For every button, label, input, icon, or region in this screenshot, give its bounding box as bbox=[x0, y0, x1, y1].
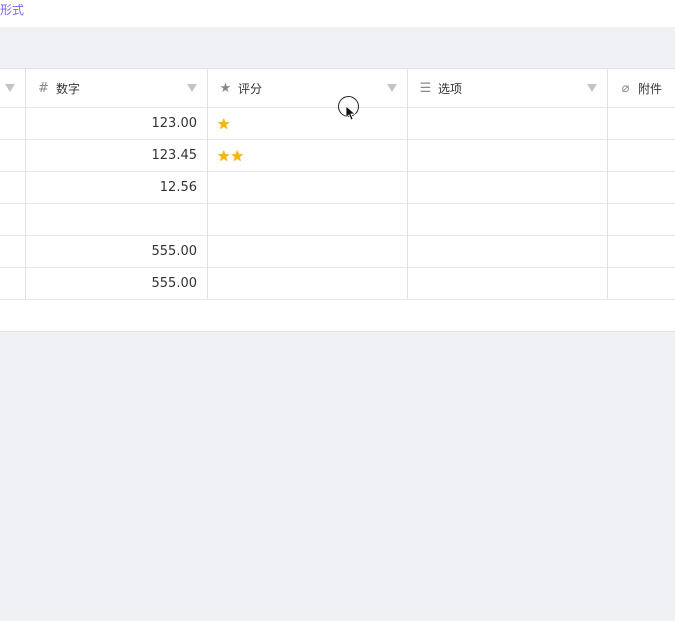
header-row: # 数字 ★ 评分 ☰ 选项 ⌀ 附件 bbox=[0, 69, 675, 108]
row-cell[interactable] bbox=[0, 204, 26, 235]
rating-cell[interactable] bbox=[208, 236, 408, 267]
row-cell[interactable] bbox=[0, 140, 26, 171]
options-cell[interactable] bbox=[408, 268, 608, 299]
column-header-rating[interactable]: ★ 评分 bbox=[208, 69, 408, 107]
dropdown-arrow-icon[interactable] bbox=[587, 84, 597, 92]
column-header-first[interactable] bbox=[0, 69, 26, 107]
column-header-number[interactable]: # 数字 bbox=[26, 69, 208, 107]
dropdown-arrow-icon[interactable] bbox=[187, 84, 197, 92]
rating-cell[interactable] bbox=[208, 172, 408, 203]
row-cell[interactable] bbox=[0, 236, 26, 267]
attachment-cell[interactable] bbox=[608, 108, 675, 139]
table-row: 555.00 bbox=[0, 268, 675, 300]
column-header-attachment[interactable]: ⌀ 附件 bbox=[608, 69, 675, 107]
row-cell[interactable] bbox=[0, 108, 26, 139]
options-cell[interactable] bbox=[408, 204, 608, 235]
rating-cell[interactable] bbox=[208, 204, 408, 235]
table-row: 123.00 ★ bbox=[0, 108, 675, 140]
rating-cell[interactable] bbox=[208, 268, 408, 299]
star-icon: ★ bbox=[219, 80, 232, 96]
attachment-cell[interactable] bbox=[608, 204, 675, 235]
number-cell[interactable]: 123.00 bbox=[26, 108, 208, 139]
options-cell[interactable] bbox=[408, 172, 608, 203]
number-cell[interactable]: 555.00 bbox=[26, 268, 208, 299]
paperclip-icon: ⌀ bbox=[621, 80, 630, 96]
attachment-cell[interactable] bbox=[608, 236, 675, 267]
view-format-link[interactable]: 形式 bbox=[0, 3, 25, 17]
list-options-icon: ☰ bbox=[419, 80, 432, 96]
dropdown-arrow-icon[interactable] bbox=[5, 84, 15, 92]
options-cell[interactable] bbox=[408, 108, 608, 139]
options-cell[interactable] bbox=[408, 140, 608, 171]
attachment-cell[interactable] bbox=[608, 172, 675, 203]
number-cell[interactable] bbox=[26, 204, 208, 235]
rating-cell[interactable]: ★ ★ bbox=[208, 140, 408, 171]
dropdown-arrow-icon[interactable] bbox=[387, 84, 397, 92]
options-cell[interactable] bbox=[408, 236, 608, 267]
row-cell[interactable] bbox=[0, 268, 26, 299]
table-row: 555.00 bbox=[0, 236, 675, 268]
hash-icon: # bbox=[38, 80, 49, 96]
attachment-cell[interactable] bbox=[608, 268, 675, 299]
table-row: 123.45 ★ ★ bbox=[0, 140, 675, 172]
table-row bbox=[0, 204, 675, 236]
attachment-cell[interactable] bbox=[608, 140, 675, 171]
rating-star-icon[interactable]: ★ bbox=[230, 146, 244, 165]
top-bar: 形式 bbox=[0, 0, 675, 27]
column-header-options[interactable]: ☰ 选项 bbox=[408, 69, 608, 107]
data-grid: # 数字 ★ 评分 ☰ 选项 ⌀ 附件 123.00 ★ 123.45 ★ ★ 12.56 555.… bbox=[0, 68, 675, 332]
number-cell[interactable]: 555.00 bbox=[26, 236, 208, 267]
add-row[interactable] bbox=[0, 300, 675, 332]
row-cell[interactable] bbox=[0, 172, 26, 203]
rating-cell[interactable]: ★ bbox=[208, 108, 408, 139]
number-cell[interactable]: 123.45 bbox=[26, 140, 208, 171]
rating-star-icon[interactable]: ★ bbox=[217, 146, 231, 165]
table-row: 12.56 bbox=[0, 172, 675, 204]
number-cell[interactable]: 12.56 bbox=[26, 172, 208, 203]
rating-star-icon[interactable]: ★ bbox=[217, 114, 231, 133]
